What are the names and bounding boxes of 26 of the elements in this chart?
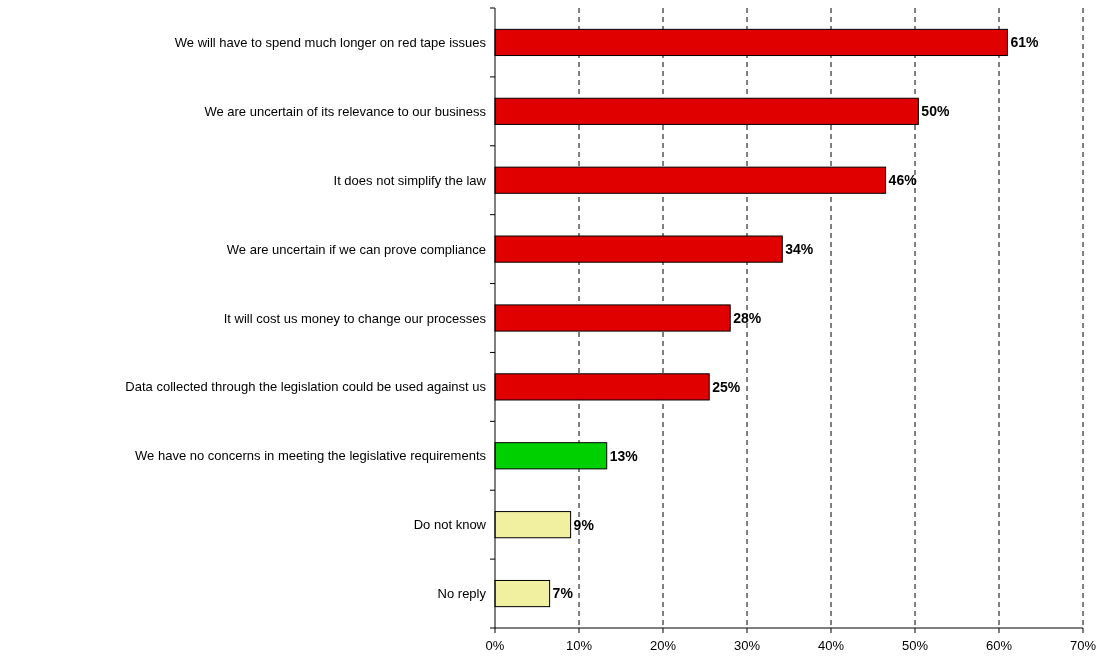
- y-tick-label: We have no concerns in meeting the legislative requirements: [135, 448, 487, 464]
- data-label: 28%: [733, 309, 762, 326]
- x-tick-label: 30%: [733, 638, 761, 653]
- y-tick-label: No reply: [437, 586, 487, 602]
- x-tick-label: 70%: [1069, 638, 1097, 653]
- y-tick-label: We are uncertain if we can prove compliance: [226, 241, 486, 257]
- x-tick-label: 50%: [901, 638, 929, 653]
- data-label: 34%: [785, 241, 814, 258]
- data-label: 9%: [573, 516, 595, 533]
- x-tick-label: 0%: [485, 638, 505, 653]
- x-tick-label: 20%: [649, 638, 677, 653]
- x-tick-label: 10%: [565, 638, 593, 653]
- data-label: 25%: [712, 378, 741, 395]
- data-label: 50%: [921, 103, 950, 120]
- data-label: 61%: [1010, 34, 1039, 51]
- y-tick-label: Data collected through the legislation could be used against us: [125, 379, 487, 395]
- y-tick-label: It will cost us money to change our processes: [223, 310, 487, 326]
- y-tick-label: We are uncertain of its relevance to our business: [204, 103, 487, 119]
- data-label: 13%: [609, 447, 639, 464]
- y-tick-label: We will have to spend much longer on red tape issues: [174, 34, 487, 50]
- y-tick-label: It does not simplify the law: [333, 172, 487, 188]
- data-label: 7%: [552, 585, 574, 602]
- y-tick-label: Do not know: [413, 517, 487, 533]
- x-tick-label: 40%: [817, 638, 845, 653]
- x-tick-label: 60%: [985, 638, 1013, 653]
- data-label: 46%: [888, 172, 918, 189]
